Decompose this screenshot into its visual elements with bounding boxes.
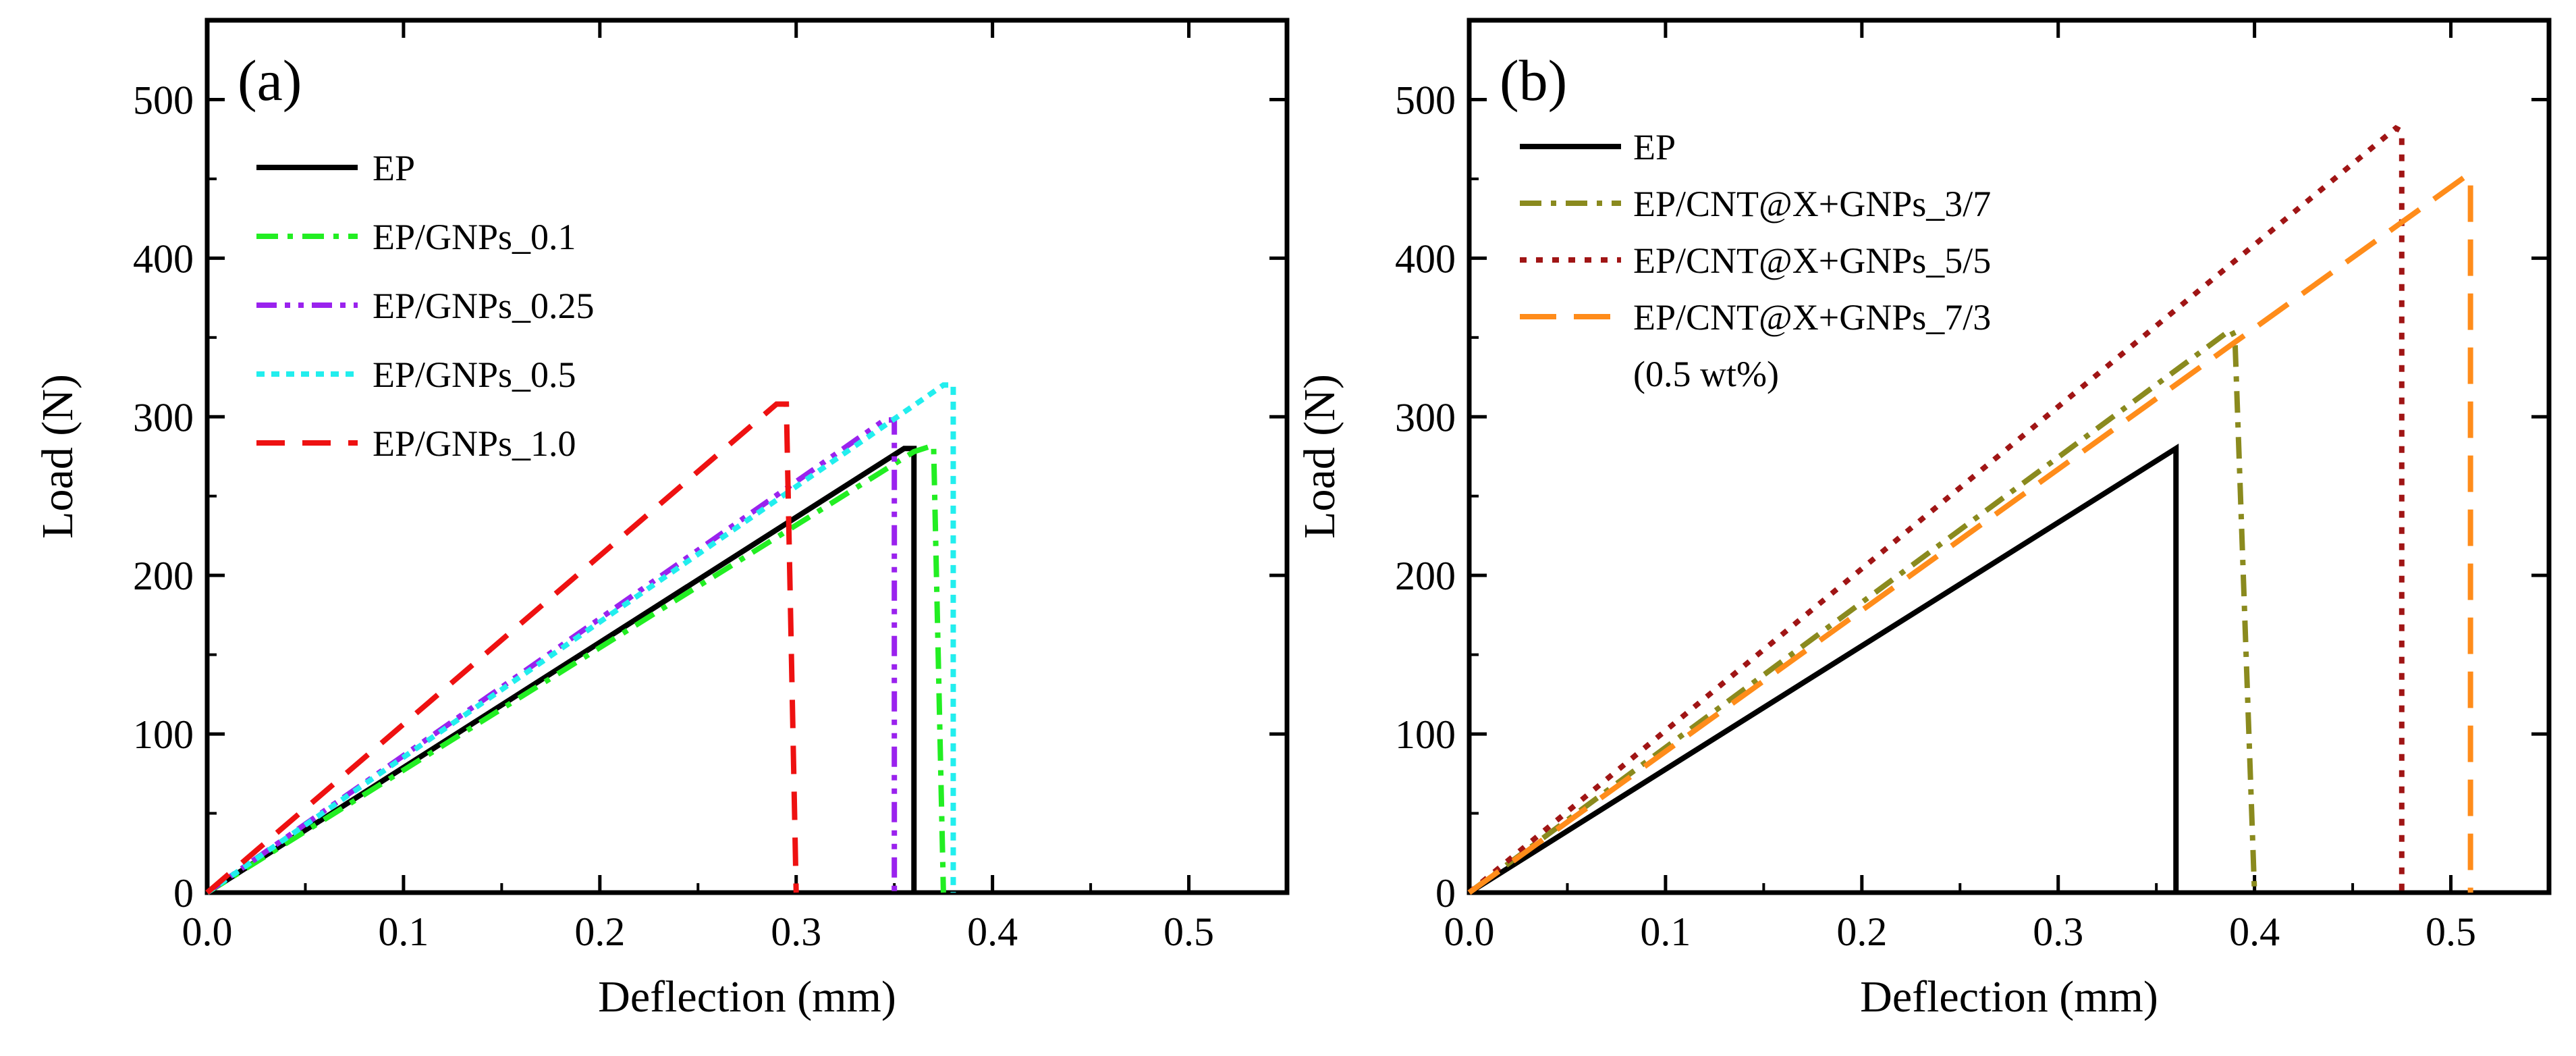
x-axis-title: Deflection (mm) <box>1860 972 2158 1022</box>
legend: EP EP/GNPs_0.1 EP/GNPs_0.25 EP/GNPs_0.5 EP/G… <box>256 148 595 464</box>
x-tick-label: 0.2 <box>1836 909 1887 954</box>
plot-frame <box>1467 18 2552 895</box>
x-tick-label: 0.5 <box>1163 909 1214 954</box>
panel-label: (b) <box>1500 48 1567 113</box>
y-tick-label: 300 <box>133 395 194 440</box>
y-axis-title: Load (N) <box>1295 374 1344 539</box>
y-axis-title: Load (N) <box>33 374 82 539</box>
series-line-ep-cnt-x-gnps-7-3 <box>1467 173 2473 895</box>
panel-b: 0.0 0.1 0.2 0.3 0.4 0.5 0 100 200 300 400 500 Deflec… <box>1295 18 2552 1022</box>
series-line-ep-cnt-x-gnps-5-5 <box>1467 124 2405 895</box>
x-tick-label: 0.3 <box>771 909 821 954</box>
panel-a: 0.0 0.1 0.2 0.3 0.4 0.5 0 100 200 300 400 500 Deflec… <box>33 18 1290 1022</box>
y-tick-label: 0 <box>173 871 194 916</box>
y-tick-label: 100 <box>1395 712 1456 757</box>
legend-label: EP <box>373 148 415 188</box>
x-tick-label: 0.4 <box>2229 909 2280 954</box>
legend-label: EP/GNPs_0.1 <box>373 217 576 257</box>
y-axis: 0 100 200 300 400 500 <box>1395 78 2549 916</box>
series-line-ep-cnt-x-gnps-3-7 <box>1467 325 2257 895</box>
series-line-ep <box>1467 444 2179 895</box>
series-group <box>1467 124 2473 895</box>
series-line-ep <box>205 446 917 895</box>
x-axis-title: Deflection (mm) <box>598 972 896 1022</box>
legend-label: EP/GNPs_0.5 <box>373 354 576 395</box>
y-tick-label: 200 <box>133 554 194 598</box>
x-tick-label: 0.5 <box>2426 909 2476 954</box>
y-tick-label: 400 <box>1395 236 1456 281</box>
plot-frame <box>204 18 1290 895</box>
x-tick-label: 0.1 <box>1640 909 1691 954</box>
x-tick-label: 0.1 <box>378 909 429 954</box>
y-tick-label: 100 <box>133 712 194 757</box>
legend: EP EP/CNT@X+GNPs_3/7 EP/CNT@X+GNPs_5/5 EP/C… <box>1520 127 1991 394</box>
y-tick-label: 500 <box>1395 78 1456 122</box>
panel-label: (a) <box>238 48 302 113</box>
y-tick-label: 300 <box>1395 395 1456 440</box>
series-line-ep-gnps-0-25 <box>205 417 898 895</box>
legend-label: EP <box>1633 127 1676 167</box>
series-line-ep-gnps-1-0 <box>205 401 799 895</box>
y-tick-label: 200 <box>1395 554 1456 598</box>
y-tick-label: 500 <box>133 78 194 122</box>
series-line-ep-gnps-0-1 <box>205 442 946 895</box>
legend-label: EP/CNT@X+GNPs_5/5 <box>1633 240 1991 281</box>
series-line-ep-gnps-0-5 <box>205 382 956 895</box>
x-tick-label: 0.4 <box>967 909 1018 954</box>
legend-label: EP/CNT@X+GNPs_7/3 <box>1633 297 1991 338</box>
y-tick-label: 400 <box>133 236 194 281</box>
legend-label: EP/CNT@X+GNPs_3/7 <box>1633 184 1991 224</box>
x-tick-label: 0.2 <box>574 909 625 954</box>
x-axis: 0.0 0.1 0.2 0.3 0.4 0.5 <box>182 20 1288 954</box>
x-tick-label: 0.3 <box>2033 909 2083 954</box>
x-tick-label: 0.0 <box>1444 909 1495 954</box>
legend-label: EP/GNPs_1.0 <box>373 423 576 464</box>
y-axis: 0 100 200 300 400 500 <box>133 78 1287 916</box>
x-tick-label: 0.0 <box>182 909 233 954</box>
x-axis: 0.0 0.1 0.2 0.3 0.4 0.5 <box>1444 20 2550 954</box>
legend-note: (0.5 wt%) <box>1633 354 1779 394</box>
legend-label: EP/GNPs_0.25 <box>373 286 595 326</box>
y-tick-label: 0 <box>1435 871 1456 916</box>
series-group <box>205 382 956 895</box>
